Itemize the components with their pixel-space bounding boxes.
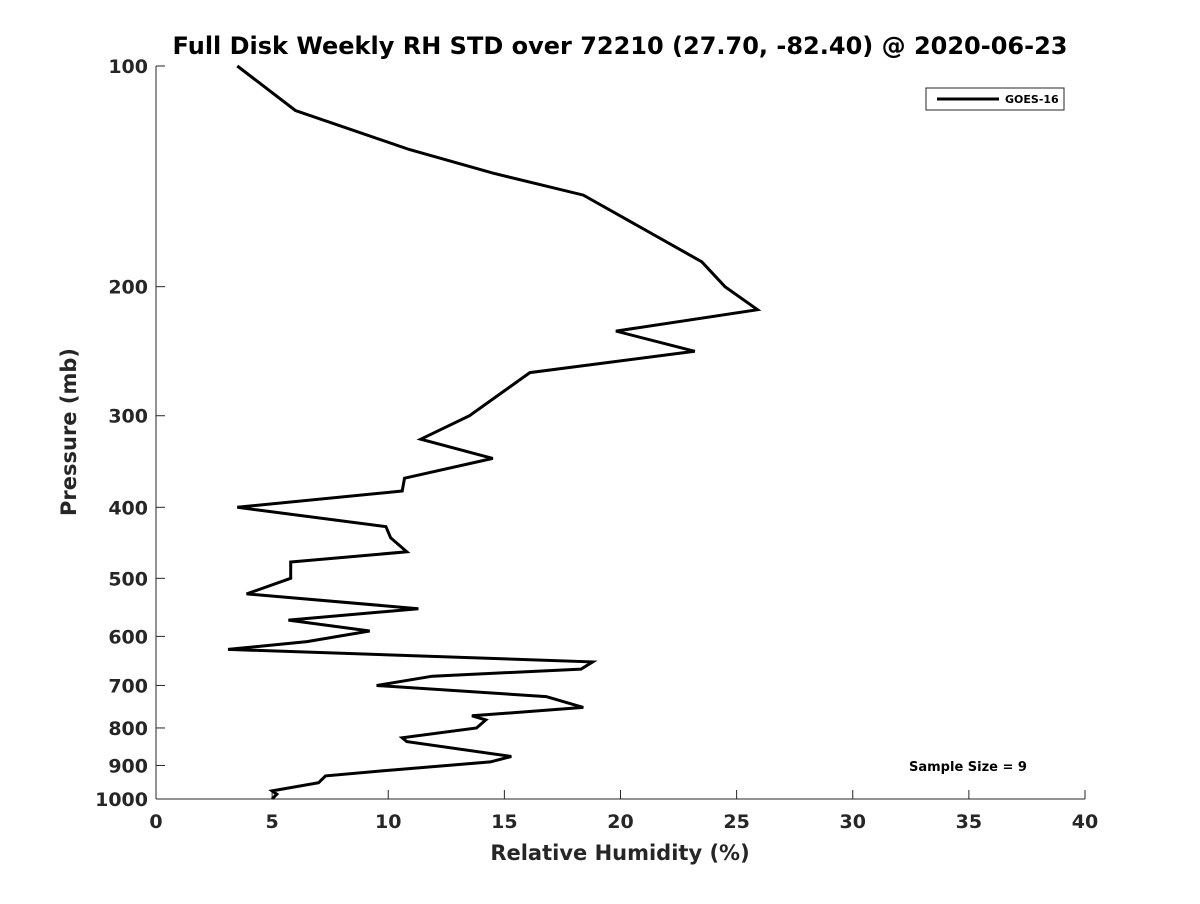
y-tick-label-100: 100 <box>108 56 148 78</box>
y-tick-label-800: 800 <box>108 718 148 740</box>
series-layer <box>227 64 762 801</box>
y-tick-label-200: 200 <box>108 277 148 299</box>
x-tick-label-35: 35 <box>956 811 982 833</box>
legend-label-goes16: GOES-16 <box>1005 93 1059 106</box>
y-axis-label: Pressure (mb) <box>57 348 81 516</box>
y-tick-label-900: 900 <box>108 755 148 777</box>
x-tick-label-40: 40 <box>1072 811 1098 833</box>
x-tick-label-20: 20 <box>607 811 633 833</box>
y-tick-label-300: 300 <box>108 406 148 428</box>
y-tick-label-600: 600 <box>108 626 148 648</box>
x-tick-label-10: 10 <box>375 811 401 833</box>
x-axis-ticks: 0 5 10 15 20 25 30 35 40 <box>149 790 1098 833</box>
legend: GOES-16 <box>925 87 1065 111</box>
y-tick-label-1000: 1000 <box>95 789 148 811</box>
x-tick-label-15: 15 <box>491 811 517 833</box>
chart-title: Full Disk Weekly RH STD over 72210 (27.7… <box>173 32 1068 60</box>
x-tick-label-0: 0 <box>149 811 162 833</box>
x-tick-label-30: 30 <box>840 811 866 833</box>
x-axis-label: Relative Humidity (%) <box>490 841 749 865</box>
y-tick-label-500: 500 <box>108 568 148 590</box>
series-line-goes-16 <box>227 64 762 801</box>
x-tick-label-25: 25 <box>723 811 749 833</box>
axes-layer <box>155 66 1085 800</box>
x-tick-label-5: 5 <box>266 811 279 833</box>
sample-size-annotation: Sample Size = 9 <box>909 760 1027 775</box>
y-tick-label-400: 400 <box>108 497 148 519</box>
y-axis-ticks: 100 200 300 400 500 600 700 800 900 1000 <box>95 56 165 811</box>
y-tick-label-700: 700 <box>108 675 148 697</box>
